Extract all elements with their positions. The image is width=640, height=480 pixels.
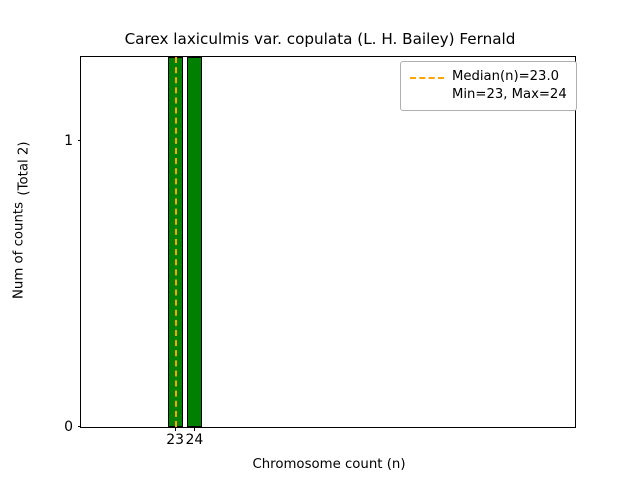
ytick-label-1: 1 bbox=[64, 133, 73, 149]
median-line-swatch-icon bbox=[410, 77, 444, 79]
legend-median-label: Median(n)=23.0 bbox=[452, 69, 560, 84]
x-axis-label: Chromosome count (n) bbox=[252, 457, 406, 472]
xtick-label-23: 23 bbox=[166, 432, 185, 448]
xtick-mark-23 bbox=[175, 427, 177, 431]
chart-legend: Median(n)=23.0 Min=23, Max=24 bbox=[400, 61, 577, 112]
xtick-label-24: 24 bbox=[185, 432, 204, 448]
chart-title: Carex laxiculmis var. copulata (L. H. Ba… bbox=[124, 30, 516, 48]
legend-text-column: Median(n)=23.0 Min=23, Max=24 bbox=[452, 68, 567, 103]
bar-24 bbox=[186, 57, 203, 427]
legend-minmax-label: Min=23, Max=24 bbox=[452, 86, 567, 102]
plot-area: 0 1 Num of counts (Total 2) 23 24 Chromo… bbox=[12, 56, 577, 472]
ytick-mark-0 bbox=[77, 426, 81, 427]
xtick-mark-24 bbox=[194, 427, 196, 431]
median-line bbox=[175, 57, 178, 427]
ytick-mark-1 bbox=[77, 139, 81, 141]
ytick-label-0: 0 bbox=[64, 419, 73, 435]
y-axis-total-label: (Total 2) bbox=[16, 141, 32, 196]
plot-inner bbox=[81, 57, 575, 427]
